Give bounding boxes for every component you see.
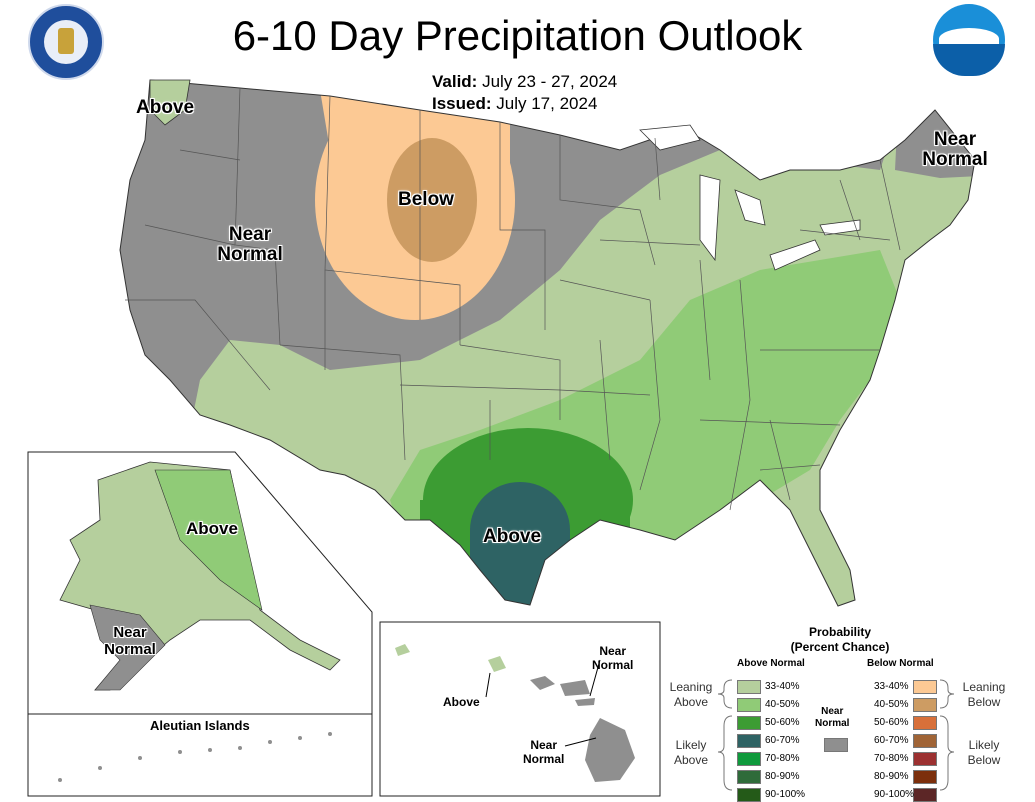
legend-above-range-6: 90-100%: [765, 789, 806, 800]
label-below-northern-plains: Below: [398, 189, 454, 210]
legend-below-range-1: 40-50%: [874, 699, 909, 710]
legend-above-swatch-2: [737, 716, 761, 730]
page-title: 6-10 Day Precipitation Outlook: [232, 12, 803, 59]
legend-below-swatch-2: [913, 716, 937, 730]
legend-above-range-1: 40-50%: [765, 699, 800, 710]
legend-above-normal-heading: Above Normal: [737, 658, 805, 669]
legend-above-range-5: 80-90%: [765, 771, 800, 782]
legend-below-swatch-4: [913, 752, 937, 766]
legend-above-range-2: 50-60%: [765, 717, 800, 728]
label-alaska-near-normal: Near Normal: [104, 624, 156, 658]
legend-leaning-below: Leaning Below: [962, 680, 1006, 709]
label-hawaii-near-normal-bottom: Near Normal: [523, 738, 565, 766]
label-near-normal-west: Near Normal: [217, 224, 283, 265]
label-alaska-above: Above: [186, 519, 238, 538]
label-aleutian-islands: Aleutian Islands: [150, 718, 250, 733]
legend-above-swatch-1: [737, 698, 761, 712]
legend-below-swatch-3: [913, 734, 937, 748]
legend-above-swatch-5: [737, 770, 761, 784]
valid-value: July 23 - 27, 2024: [482, 72, 618, 91]
seal-inner-icon: [44, 20, 88, 64]
department-of-commerce-seal: [28, 4, 104, 80]
issued-date: Issued: July 17, 2024: [432, 94, 597, 114]
legend-above-swatch-3: [737, 734, 761, 748]
issued-label: Issued:: [432, 94, 492, 113]
legend-above-range-4: 70-80%: [765, 753, 800, 764]
legend-below-range-5: 80-90%: [874, 771, 909, 782]
valid-dates: Valid: July 23 - 27, 2024: [432, 72, 617, 92]
legend-below-range-4: 70-80%: [874, 753, 909, 764]
legend-below-normal-heading: Below Normal: [867, 658, 934, 669]
issued-value: July 17, 2024: [496, 94, 598, 113]
legend-likely-below: Likely Below: [967, 738, 1001, 767]
legend-below-range-2: 50-60%: [874, 717, 909, 728]
legend-below-range-0: 33-40%: [874, 681, 909, 692]
legend-above-swatch-4: [737, 752, 761, 766]
legend-title: Probability (Percent Chance): [790, 625, 890, 654]
label-above-northwest: Above: [136, 97, 195, 118]
legend-below-range-3: 60-70%: [874, 735, 909, 746]
legend-leaning-above: Leaning Above: [669, 680, 713, 709]
label-hawaii-near-normal-top: Near Normal: [592, 644, 634, 672]
legend-above-range-0: 33-40%: [765, 681, 800, 692]
legend-below-swatch-1: [913, 698, 937, 712]
noaa-logo: [933, 4, 1005, 76]
legend-near-normal-swatch: [824, 738, 848, 752]
legend-near-normal-heading: Near Normal: [815, 706, 850, 729]
label-hawaii-above: Above: [443, 695, 480, 709]
legend-below-swatch-5: [913, 770, 937, 784]
label-near-normal-northeast: Near Normal: [922, 129, 988, 170]
legend-below-range-6: 90-100%: [874, 789, 915, 800]
legend-above-range-3: 60-70%: [765, 735, 800, 746]
legend-below-swatch-0: [913, 680, 937, 694]
label-above-texas: Above: [483, 526, 542, 547]
valid-label: Valid:: [432, 72, 478, 91]
legend-above-swatch-0: [737, 680, 761, 694]
legend-likely-above: Likely Above: [673, 738, 709, 767]
